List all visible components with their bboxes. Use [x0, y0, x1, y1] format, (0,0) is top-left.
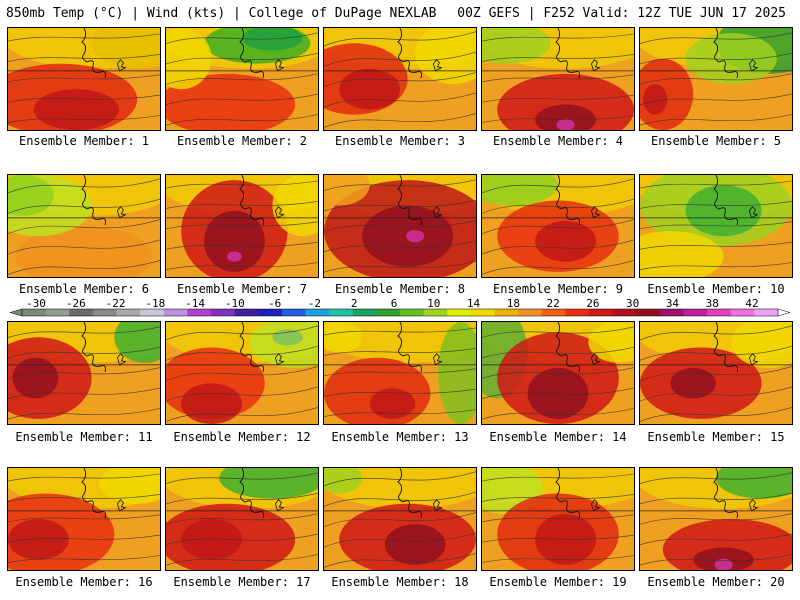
- colorbar-tick-label: 10: [427, 297, 440, 310]
- colorbar-swatch: [565, 309, 590, 316]
- colorbar-swatch: [352, 309, 377, 316]
- colorbar-swatch: [258, 309, 283, 316]
- colorbar-swatch: [730, 309, 755, 316]
- ensemble-member-label: Ensemble Member: 15: [647, 430, 785, 444]
- colorbar-swatch: [754, 309, 779, 316]
- ensemble-member-label: Ensemble Member: 9: [492, 282, 624, 296]
- ensemble-member-map: [323, 174, 477, 278]
- colorbar-tick-label: 26: [586, 297, 599, 310]
- colorbar-swatch: [494, 309, 519, 316]
- ensemble-member-label: Ensemble Member: 1: [18, 134, 150, 148]
- colorbar-swatch: [69, 309, 94, 316]
- colorbar-tick-label: 2: [351, 297, 358, 310]
- ensemble-member-map: [639, 174, 793, 278]
- colorbar-swatch: [163, 309, 188, 316]
- colorbar-swatch: [211, 309, 236, 316]
- ensemble-member-map: [165, 321, 319, 425]
- colorbar-tick-label: -14: [185, 297, 205, 310]
- colorbar-swatch: [187, 309, 212, 316]
- colorbar-swatch: [423, 309, 448, 316]
- ensemble-member-label: Ensemble Member: 10: [647, 282, 785, 296]
- ensemble-member-label: Ensemble Member: 5: [650, 134, 782, 148]
- ensemble-member-label: Ensemble Member: 2: [176, 134, 308, 148]
- colorbar-swatch: [447, 309, 472, 316]
- ensemble-member-map: [7, 27, 161, 131]
- ensemble-member-label: Ensemble Member: 8: [334, 282, 466, 296]
- colorbar-swatch: [329, 309, 354, 316]
- colorbar-swatch: [45, 309, 70, 316]
- colorbar-tick-label: -6: [268, 297, 281, 310]
- ensemble-member-label: Ensemble Member: 17: [173, 575, 311, 589]
- colorbar-tick-label: 18: [507, 297, 520, 310]
- ensemble-member-map: [323, 27, 477, 131]
- ensemble-member-map: [323, 321, 477, 425]
- ensemble-member-label: Ensemble Member: 4: [492, 134, 624, 148]
- colorbar-swatch: [470, 309, 495, 316]
- colorbar-swatch: [636, 309, 661, 316]
- ensemble-member-label: Ensemble Member: 20: [647, 575, 785, 589]
- map-title: 850mb Temp (°C) | Wind (kts) | College o…: [6, 6, 437, 21]
- colorbar-tick-label: 30: [626, 297, 639, 310]
- ensemble-member-label: Ensemble Member: 11: [15, 430, 153, 444]
- colorbar-swatch: [400, 309, 425, 316]
- colorbar-swatch: [683, 309, 708, 316]
- colorbar-swatch: [541, 309, 566, 316]
- colorbar-swatch: [116, 309, 141, 316]
- colorbar-tick-label: -2: [308, 297, 321, 310]
- colorbar-swatch: [22, 309, 47, 316]
- ensemble-member-map: [7, 174, 161, 278]
- ensemble-member-label: Ensemble Member: 13: [331, 430, 469, 444]
- colorbar-tick-label: 22: [546, 297, 559, 310]
- colorbar-tick-label: 38: [706, 297, 719, 310]
- colorbar-swatch: [589, 309, 614, 316]
- model-valid-time: 00Z GEFS | F252 Valid: 12Z TUE JUN 17 20…: [457, 6, 786, 21]
- colorbar-tick-label: -10: [225, 297, 245, 310]
- ensemble-member-label: Ensemble Member: 7: [176, 282, 308, 296]
- colorbar-swatch: [518, 309, 543, 316]
- ensemble-member-label: Ensemble Member: 18: [331, 575, 469, 589]
- colorbar-min-arrow: [9, 308, 23, 317]
- ensemble-member-label: Ensemble Member: 3: [334, 134, 466, 148]
- colorbar-swatch: [659, 309, 684, 316]
- ensemble-member-label: Ensemble Member: 19: [489, 575, 627, 589]
- temperature-colorbar: -30 -26 -22 -18 -14 -10 -6 -2 2 6 10 14 18 22 26 30 34 38…: [9, 297, 791, 317]
- colorbar-tick-label: -26: [66, 297, 86, 310]
- colorbar-tick-label: 14: [467, 297, 481, 310]
- ensemble-member-map: [165, 174, 319, 278]
- colorbar-swatch: [92, 309, 117, 316]
- colorbar-tick-label: -22: [106, 297, 126, 310]
- colorbar-swatch: [140, 309, 165, 316]
- ensemble-member-label: Ensemble Member: 16: [15, 575, 153, 589]
- colorbar-tick-label: -18: [145, 297, 165, 310]
- colorbar-swatch: [612, 309, 637, 316]
- colorbar-tick-label: 6: [391, 297, 398, 310]
- colorbar-swatch: [234, 309, 259, 316]
- ensemble-member-label: Ensemble Member: 12: [173, 430, 311, 444]
- ensemble-member-map: [323, 467, 477, 571]
- ensemble-member-map: [639, 467, 793, 571]
- ensemble-member-map: [165, 467, 319, 571]
- ensemble-member-map: [7, 321, 161, 425]
- ensemble-member-map: [165, 27, 319, 131]
- colorbar-swatch: [376, 309, 401, 316]
- colorbar-max-arrow: [777, 308, 791, 317]
- ensemble-member-map: [7, 467, 161, 571]
- ensemble-member-map: [481, 27, 635, 131]
- ensemble-member-map: [481, 174, 635, 278]
- ensemble-member-map: [481, 467, 635, 571]
- colorbar-tick-label: -30: [26, 297, 46, 310]
- colorbar-tick-label: 42: [745, 297, 758, 310]
- colorbar-swatch: [707, 309, 732, 316]
- ensemble-member-label: Ensemble Member: 14: [489, 430, 627, 444]
- ensemble-member-map: [639, 27, 793, 131]
- colorbar-swatch: [305, 309, 330, 316]
- colorbar-tick-label: 34: [666, 297, 680, 310]
- ensemble-member-label: Ensemble Member: 6: [18, 282, 150, 296]
- ensemble-member-map: [481, 321, 635, 425]
- ensemble-member-map: [639, 321, 793, 425]
- colorbar-swatch: [281, 309, 306, 316]
